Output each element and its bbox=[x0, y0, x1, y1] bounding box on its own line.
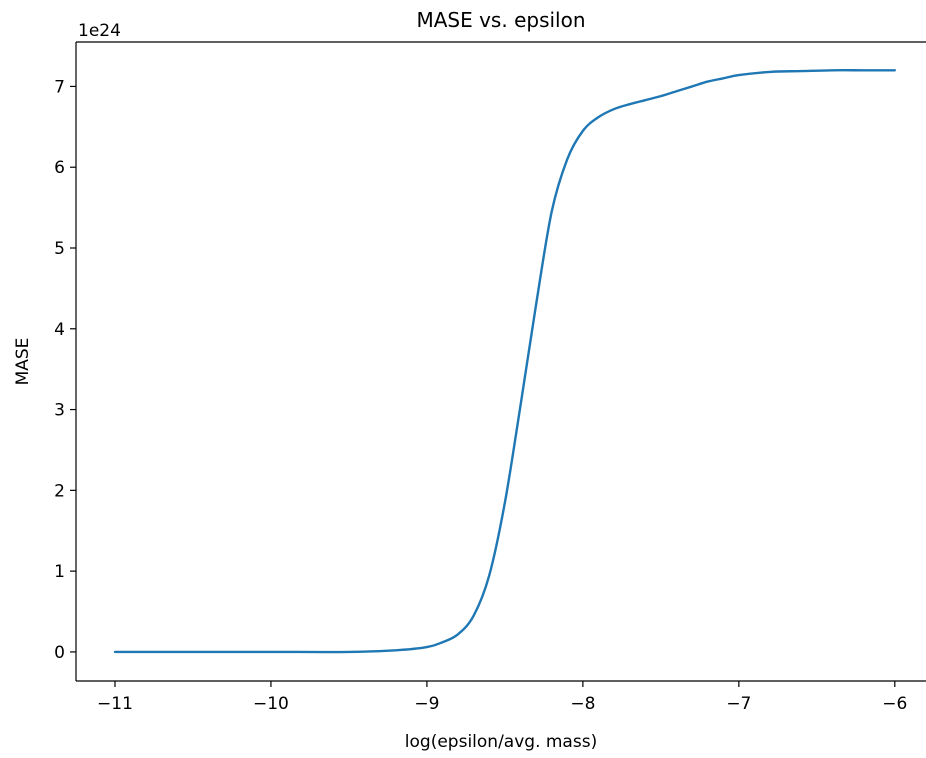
chart-title: MASE vs. epsilon bbox=[416, 8, 585, 32]
x-axis-ticks: −11 −10 −9 −8 −7 −6 bbox=[97, 681, 907, 714]
y-tick-label: 4 bbox=[54, 320, 65, 340]
y-tick-label: 0 bbox=[54, 643, 65, 663]
x-tick-label: −11 bbox=[97, 694, 133, 714]
x-tick-label: −9 bbox=[414, 694, 439, 714]
x-tick-label: −7 bbox=[726, 694, 751, 714]
series-line bbox=[113, 69, 897, 654]
x-axis-label: log(epsilon/avg. mass) bbox=[405, 732, 597, 752]
x-tick-label: −6 bbox=[882, 694, 907, 714]
y-tick-label: 3 bbox=[54, 401, 65, 421]
x-tick-label: −8 bbox=[570, 694, 595, 714]
y-axis-ticks: 0 1 2 3 4 5 6 7 bbox=[54, 77, 76, 663]
y-tick-label: 2 bbox=[54, 481, 65, 501]
plot-area bbox=[113, 69, 897, 654]
x-tick-label: −10 bbox=[253, 694, 289, 714]
y-tick-label: 7 bbox=[54, 77, 65, 97]
y-tick-label: 1 bbox=[54, 562, 65, 582]
y-axis-label: MASE bbox=[13, 338, 33, 386]
y-tick-label: 5 bbox=[54, 239, 65, 259]
y-axis-offset-label: 1e24 bbox=[78, 21, 121, 41]
y-tick-label: 6 bbox=[54, 158, 65, 178]
axes-frame bbox=[75, 41, 926, 682]
